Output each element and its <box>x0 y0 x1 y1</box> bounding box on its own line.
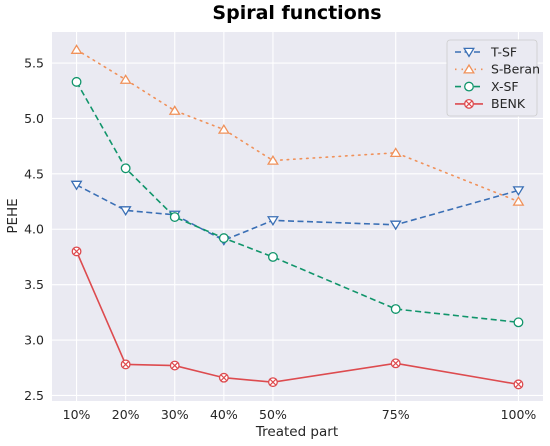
y-tick-label: 5.0 <box>24 111 44 126</box>
x-tick-label: 50% <box>259 407 287 422</box>
data-point <box>390 304 401 314</box>
legend-item: S-Beran <box>455 62 540 77</box>
x-tick-label: 10% <box>63 407 91 422</box>
data-point <box>120 163 131 174</box>
data-point <box>217 123 230 134</box>
x-axis-label: Treated part <box>255 424 338 440</box>
data-point <box>512 186 525 197</box>
legend-box <box>446 39 538 117</box>
data-point <box>268 251 278 262</box>
x-tick-label: 100% <box>501 407 537 422</box>
x-tick-label: 20% <box>112 407 140 422</box>
legend-label: X-SF <box>491 79 519 94</box>
y-tick-label: 5.5 <box>24 56 44 71</box>
legend-marker <box>464 81 474 92</box>
y-axis-label: PEHE <box>5 198 21 233</box>
series-group <box>70 44 525 390</box>
tick-labels: 2.5 3.0 3.5 4.0 4.5 5.0 5.5 10% 20% 30% 40% 50% 75% 1… <box>24 56 536 422</box>
series-benk <box>71 246 524 390</box>
data-point <box>513 379 524 390</box>
y-tick-label: 4.5 <box>24 166 44 181</box>
legend-marker <box>464 98 474 109</box>
legend-item: X-SF <box>455 79 519 94</box>
x-tick-label: 40% <box>210 407 238 422</box>
data-point <box>120 359 131 370</box>
data-point <box>218 233 229 244</box>
y-tick-label: 3.0 <box>24 333 44 348</box>
data-point <box>268 377 278 388</box>
data-point <box>71 246 82 257</box>
x-tick-label: 30% <box>161 407 189 422</box>
series-s-beran <box>70 44 525 206</box>
data-point <box>70 44 83 54</box>
data-point <box>218 372 229 383</box>
x-tick-label: 75% <box>382 407 410 422</box>
data-point <box>169 212 180 223</box>
data-point <box>390 358 401 369</box>
legend-item: T-SF <box>455 44 517 59</box>
data-point <box>71 76 82 87</box>
y-tick-label: 4.0 <box>24 222 44 237</box>
chart-title: Spiral functions <box>212 2 381 24</box>
data-point <box>513 317 524 328</box>
data-point <box>119 74 132 84</box>
data-point <box>266 154 279 165</box>
legend-marker <box>463 47 475 58</box>
y-tick-label: 3.5 <box>24 277 44 292</box>
data-point <box>168 105 181 115</box>
data-point <box>389 147 402 158</box>
y-tick-label: 2.5 <box>24 388 44 403</box>
legend-label: T-SF <box>490 44 517 59</box>
legend-label: S-Beran <box>491 62 540 77</box>
series-x-sf <box>71 76 524 328</box>
data-point <box>389 220 402 231</box>
legend-item: BENK <box>455 96 526 111</box>
legend-marker <box>463 63 475 74</box>
data-point <box>266 216 279 226</box>
data-point <box>169 360 180 371</box>
legend: T-SF S-Beran X-SF BENK <box>446 39 540 117</box>
legend-label: BENK <box>491 96 526 111</box>
data-point <box>70 180 83 191</box>
data-point <box>119 206 132 216</box>
data-point <box>512 195 525 206</box>
